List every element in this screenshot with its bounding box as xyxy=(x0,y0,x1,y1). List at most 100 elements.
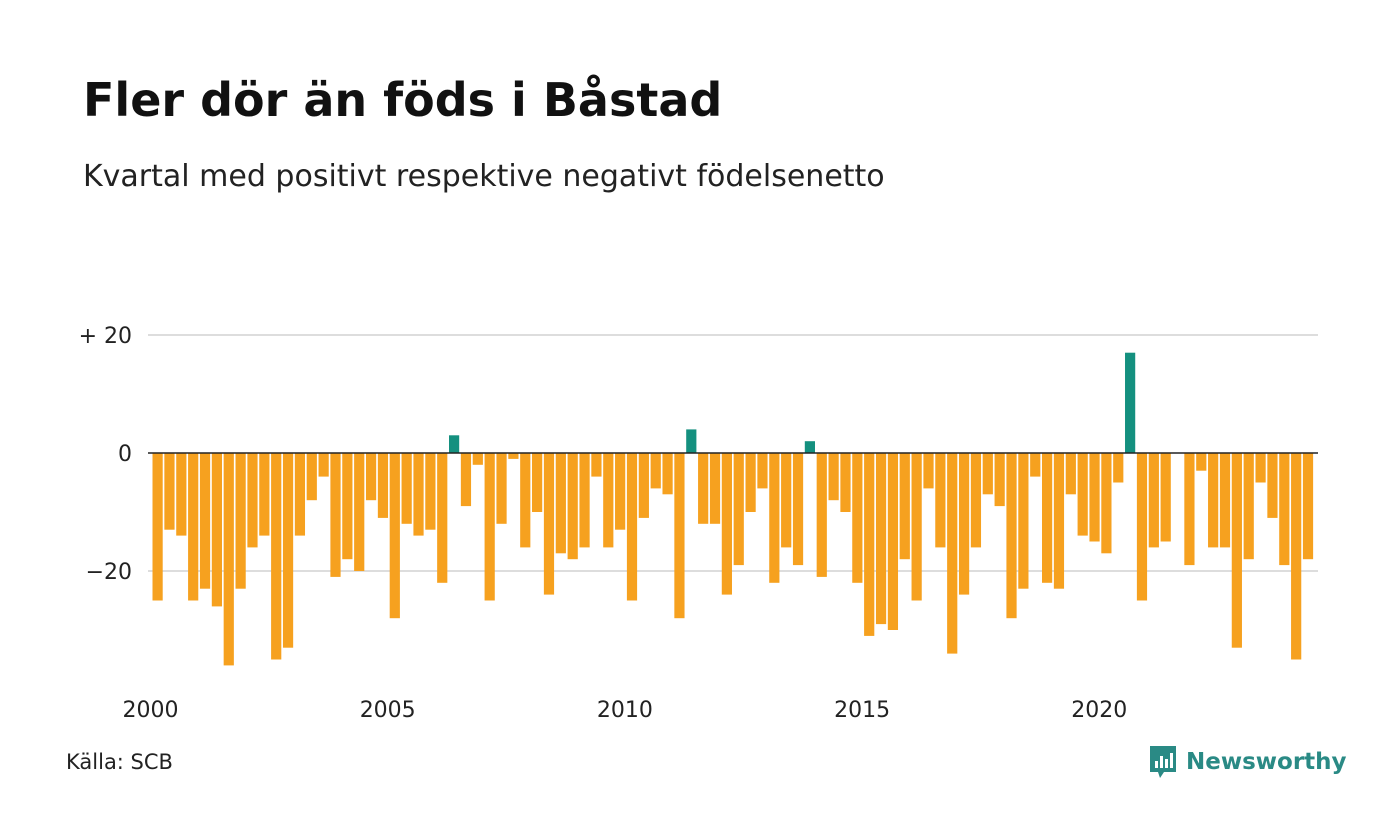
bar-negative xyxy=(674,453,685,619)
bar-negative xyxy=(437,453,448,583)
bar-negative xyxy=(923,453,934,489)
bar-negative xyxy=(282,453,294,648)
bar-negative xyxy=(1255,453,1266,483)
bar-negative xyxy=(1101,453,1112,554)
bar-negative xyxy=(1065,453,1076,495)
bar-negative xyxy=(389,453,400,619)
bar-negative xyxy=(365,453,377,501)
bar-negative xyxy=(176,453,187,536)
bar-negative xyxy=(223,453,234,666)
bar-negative xyxy=(1077,453,1088,536)
bar-negative xyxy=(982,453,993,495)
bar-negative xyxy=(638,453,649,518)
bar-negative xyxy=(781,453,792,548)
bar-negative xyxy=(828,453,839,501)
bar-negative xyxy=(733,453,744,566)
bar-negative xyxy=(745,453,756,512)
bar-negative xyxy=(259,453,270,536)
bar-negative xyxy=(769,453,780,583)
bar-negative xyxy=(1291,453,1302,660)
bar-negative xyxy=(626,453,638,601)
bar-negative xyxy=(1018,453,1029,589)
bar-negative xyxy=(425,453,436,530)
bar-negative xyxy=(591,453,602,477)
bar-positive xyxy=(449,435,460,453)
bar-negative xyxy=(875,453,887,625)
bar-negative xyxy=(460,453,472,507)
grid-lines xyxy=(148,334,1318,572)
bar-negative xyxy=(1279,453,1290,566)
bar-negative xyxy=(1053,453,1065,589)
bar-negative xyxy=(496,453,507,524)
bar-negative xyxy=(1042,453,1053,583)
bar-negative xyxy=(816,453,827,577)
bar-negative xyxy=(1160,453,1171,542)
bar-negative xyxy=(662,453,673,495)
bar-negative xyxy=(211,453,222,607)
x-tick-label: 2005 xyxy=(360,698,416,723)
bar-negative xyxy=(864,453,875,636)
bar-negative xyxy=(1219,453,1231,548)
bars xyxy=(152,352,1314,666)
bar-negative xyxy=(235,453,246,589)
bar-negative xyxy=(887,453,899,630)
bar-negative xyxy=(650,453,661,489)
newsworthy-logo: Newsworthy xyxy=(1148,744,1347,780)
bar-negative xyxy=(543,453,555,595)
bar-negative xyxy=(271,453,282,660)
bar-negative xyxy=(1184,453,1195,566)
chart-subtitle: Kvartal med positivt respektive negativt… xyxy=(83,159,885,194)
x-tick-label: 2020 xyxy=(1071,698,1127,723)
bar-negative xyxy=(401,453,412,524)
bar-positive xyxy=(1125,352,1136,453)
bar-negative xyxy=(294,453,306,536)
bar-negative xyxy=(1231,453,1242,648)
bar-negative xyxy=(472,453,483,465)
bar-negative xyxy=(970,453,982,548)
bar-negative xyxy=(958,453,970,595)
bar-negative xyxy=(555,453,566,554)
bar-negative xyxy=(935,453,946,548)
bar-negative xyxy=(899,453,910,560)
bar-negative xyxy=(1136,453,1148,601)
bar-negative xyxy=(164,453,175,530)
bar-negative xyxy=(615,453,626,530)
bar-negative xyxy=(579,453,590,548)
axes: + 20 0 −20 2000 2005 2010 2015 2020 xyxy=(79,324,1318,723)
bar-negative xyxy=(520,453,531,548)
bar-negative xyxy=(1196,453,1207,471)
bar-negative xyxy=(709,453,721,524)
chart-title: Fler dör än föds i Båstad xyxy=(83,73,723,127)
bar-negative xyxy=(757,453,768,489)
bar-chart: + 20 0 −20 2000 2005 2010 2015 2020 xyxy=(79,324,1318,723)
bar-negative xyxy=(567,453,578,560)
x-tick-label: 2000 xyxy=(123,698,179,723)
source-note: Källa: SCB xyxy=(66,750,173,774)
logo-text: Newsworthy xyxy=(1186,749,1347,775)
bar-negative xyxy=(318,453,329,477)
x-tick-label: 2015 xyxy=(834,698,890,723)
bar-negative xyxy=(994,453,1005,507)
bar-negative xyxy=(484,453,495,601)
bar-negative xyxy=(852,453,863,583)
bar-positive xyxy=(686,429,697,453)
bar-negative xyxy=(911,453,922,601)
x-tick-label: 2010 xyxy=(597,698,653,723)
bar-negative xyxy=(1089,453,1100,542)
bar-negative xyxy=(1113,453,1124,483)
bar-negative xyxy=(1030,453,1041,477)
bar-negative xyxy=(792,453,804,566)
bar-negative xyxy=(532,453,543,512)
bar-negative xyxy=(188,453,199,601)
bar-negative xyxy=(247,453,258,548)
chart-bubble-icon xyxy=(1150,746,1176,778)
bar-negative xyxy=(1302,453,1314,560)
bar-negative xyxy=(152,453,163,601)
y-tick-label: 0 xyxy=(118,442,132,467)
bar-negative xyxy=(1006,453,1017,619)
y-tick-label: −20 xyxy=(86,560,132,585)
bar-positive xyxy=(804,441,815,453)
bar-negative xyxy=(840,453,851,512)
bar-negative xyxy=(947,453,958,654)
bar-negative xyxy=(199,453,211,589)
